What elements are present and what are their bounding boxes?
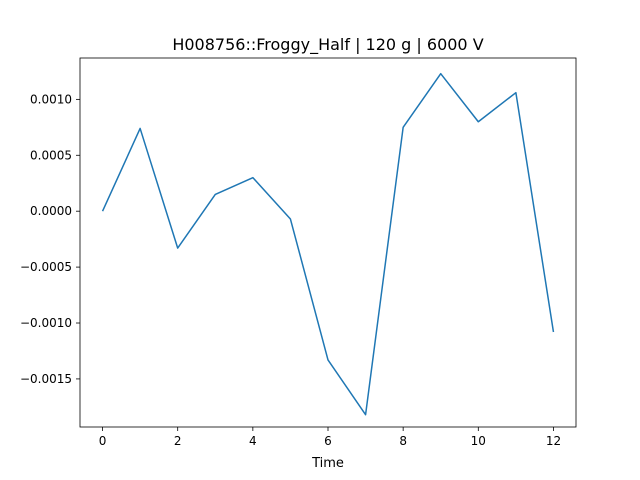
y-tick-label: 0.0005 <box>30 148 72 162</box>
x-tick-label: 4 <box>249 434 257 448</box>
x-tick-label: 6 <box>324 434 332 448</box>
plot-area <box>101 72 555 416</box>
x-tick-label: 12 <box>546 434 561 448</box>
x-tick-label: 8 <box>399 434 407 448</box>
x-tick-label: 2 <box>174 434 182 448</box>
y-tick-label: 0.0000 <box>30 204 72 218</box>
y-tick-label: −0.0005 <box>20 260 72 274</box>
x-tick-label: 10 <box>471 434 486 448</box>
x-tick-label: 0 <box>99 434 107 448</box>
y-tick-label: 0.0010 <box>30 92 72 106</box>
y-tick-label: −0.0010 <box>20 316 72 330</box>
axes: 0 2 4 6 8 10 12 0.0010 0.0005 0.0000 −0.0005 −0.001… <box>20 57 577 448</box>
chart-title: H008756::Froggy_Half | 120 g | 6000 V <box>172 35 483 55</box>
y-tick-label: −0.0015 <box>20 372 72 386</box>
series-line-0 <box>101 72 555 416</box>
x-axis-label: Time <box>311 456 344 471</box>
